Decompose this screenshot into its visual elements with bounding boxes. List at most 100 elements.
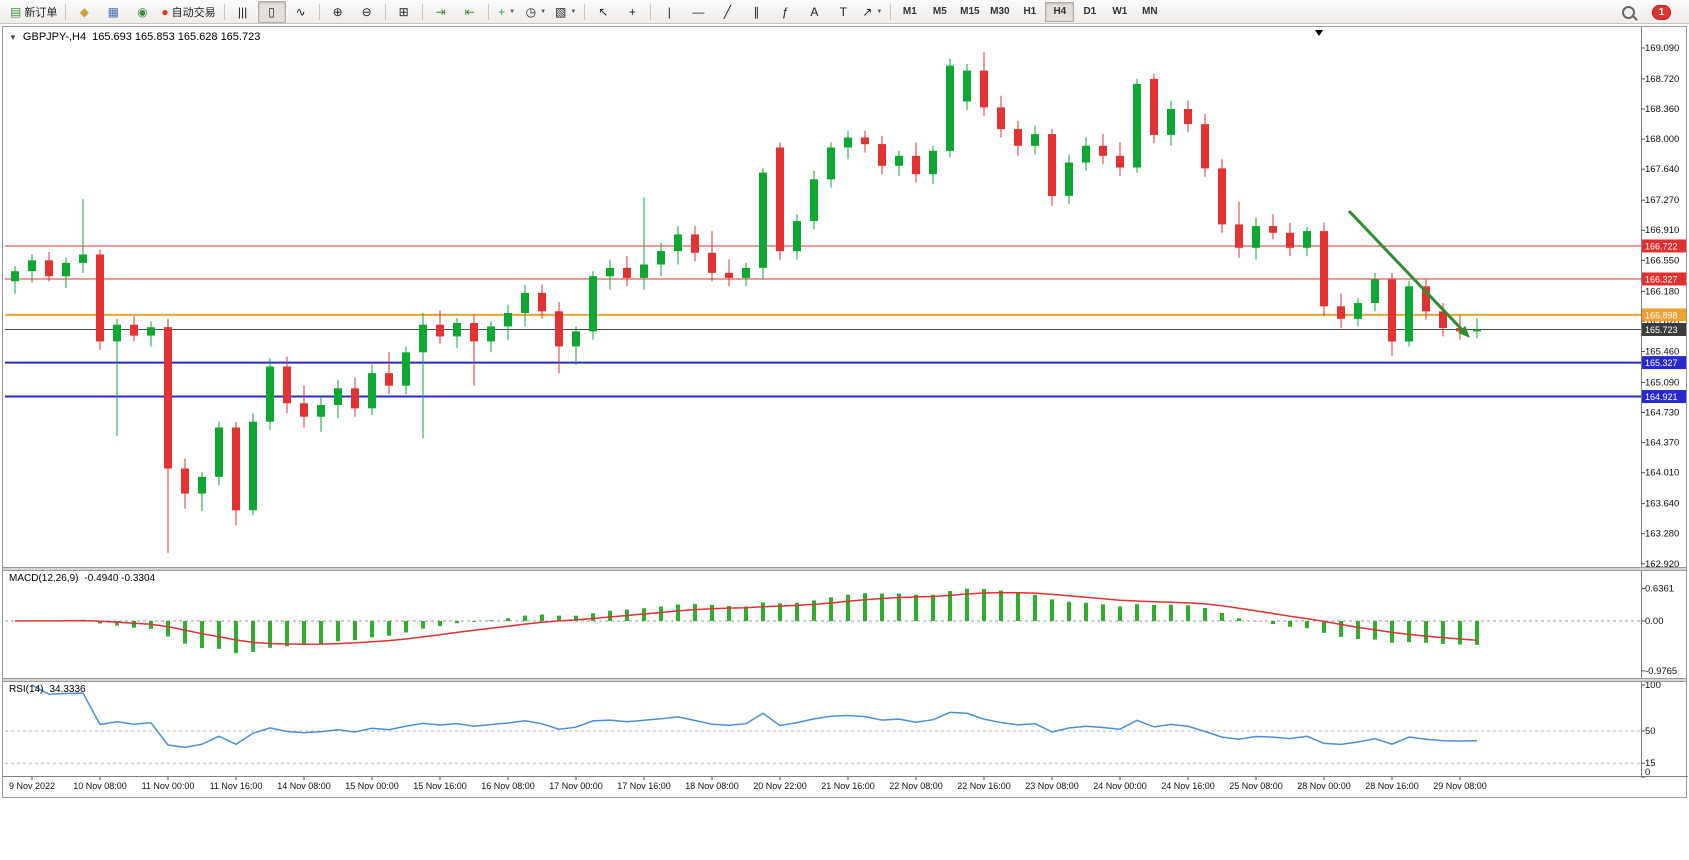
toolbar-separator: [650, 3, 652, 20]
bar-chart-icon: |||: [237, 4, 248, 19]
market-watch-button[interactable]: ▦: [99, 1, 127, 23]
price-tag: [1642, 322, 1686, 336]
macd-signal-line: [14, 591, 1478, 645]
rsi-axis-label: 50: [1645, 726, 1656, 737]
indicators-icon: +: [498, 4, 506, 19]
zoom-out-button[interactable]: ⊖: [353, 1, 381, 23]
channel-button[interactable]: ∥: [742, 1, 770, 23]
chart-shift-marker[interactable]: [1315, 30, 1323, 36]
timeframe-m1-label: M1: [902, 6, 917, 17]
date-axis-label: 9 Nov 2022: [9, 781, 55, 791]
arrows-icon: ↗: [862, 4, 873, 19]
notification-badge[interactable]: 1: [1652, 4, 1671, 20]
macd-values: -0.4940 -0.3304: [84, 573, 156, 584]
price-tag-value: 166.327: [1645, 274, 1678, 284]
toolbar-separator: [890, 3, 892, 20]
price-axis-label: 168.000: [1645, 134, 1679, 145]
text-icon: A: [810, 4, 819, 19]
vertical-line-icon: |: [667, 4, 671, 19]
rsi-panel-splitter[interactable]: [3, 678, 1686, 682]
trend-arrow-object[interactable]: [1347, 209, 1463, 331]
line-chart-button[interactable]: ∿: [287, 1, 315, 23]
rsi-axis-label: 0: [1645, 767, 1650, 778]
time-axis[interactable]: [3, 776, 1686, 797]
chart-ohlc-values: 165.693 165.853 165.628 165.723: [92, 31, 261, 43]
timeframe-m1[interactable]: M1: [895, 2, 924, 22]
candles: [11, 52, 1481, 553]
channel-icon: ∥: [753, 4, 760, 19]
timeframe-h1[interactable]: H1: [1015, 2, 1044, 22]
rsi-title: RSI(14): [9, 684, 44, 695]
chart-canvas[interactable]: 169.090 168.720 168.360 168.000 167.640 167.2…: [3, 27, 1688, 799]
timeframe-m30-label: M30: [990, 6, 1010, 17]
date-axis-label: 17 Nov 00:00: [549, 781, 603, 791]
horizontal-line-button[interactable]: —: [684, 1, 712, 23]
timeframe-m15-label: M15: [960, 6, 980, 17]
chart-shift-button[interactable]: ⇤: [456, 1, 484, 23]
horizontal-line-icon: —: [692, 4, 705, 19]
text-button[interactable]: A: [800, 1, 828, 23]
indicators-button[interactable]: + ▼: [493, 1, 521, 23]
navigator-button[interactable]: ◉: [128, 1, 156, 23]
timeframe-w1[interactable]: W1: [1105, 2, 1134, 22]
timeframe-h4[interactable]: H4: [1045, 1, 1075, 22]
search-button[interactable]: [1614, 1, 1642, 23]
price-tag-value: 166.722: [1645, 241, 1678, 251]
macd-title: MACD(12,26,9): [9, 573, 79, 584]
crosshair-button[interactable]: +: [618, 1, 646, 23]
zoom-in-button[interactable]: ⊕: [324, 1, 352, 23]
trendline-button[interactable]: ╱: [713, 1, 741, 23]
macd-axis-label: 0.00: [1645, 616, 1664, 627]
toolbar-separator: [421, 3, 423, 20]
fibonacci-icon: ƒ: [781, 4, 789, 19]
main-toolbar: ▤ 新订单 ◆ ▦ ◉ ● 自动交易 ||| ▯ ∿ ⊕ ⊖ ⊞ ⇥ ⇤ + ▼ ◷ ▼ ▧ ▼ ↖ + | — ╱ ∥ ƒ A T ↗ ▼ M…: [0, 0, 1689, 24]
price-axis-label: 166.910: [1645, 225, 1679, 236]
date-axis-label: 22 Nov 16:00: [957, 781, 1011, 791]
price-tag: [1642, 390, 1686, 404]
auto-scroll-icon: ⇥: [435, 4, 446, 19]
price-tag: [1642, 308, 1686, 322]
candlestick-chart-button[interactable]: ▯: [257, 0, 286, 23]
arrows-button[interactable]: ↗ ▼: [858, 1, 886, 23]
price-axis-label: 162.920: [1645, 559, 1679, 570]
price-axis-label: 165.460: [1645, 346, 1679, 357]
toolbar-separator: [487, 3, 489, 20]
timeframe-m5[interactable]: M5: [925, 2, 954, 22]
trendline-icon: ╱: [723, 4, 731, 19]
price-tag: [1642, 356, 1686, 370]
templates-button[interactable]: ▧ ▼: [551, 1, 580, 23]
timeframe-d1-label: D1: [1083, 6, 1097, 17]
tile-windows-button[interactable]: ⊞: [390, 1, 418, 23]
timeframe-mn[interactable]: MN: [1135, 2, 1164, 22]
timeframe-m15[interactable]: M15: [955, 2, 984, 22]
rsi-axis-label: 100: [1645, 680, 1661, 691]
price-tag: [1642, 272, 1686, 286]
date-axis-label: 21 Nov 16:00: [821, 781, 875, 791]
auto-trading-button[interactable]: ● 自动交易: [157, 1, 219, 23]
periods-button[interactable]: ◷ ▼: [522, 1, 550, 23]
line-chart-icon: ∿: [295, 4, 306, 19]
toolbar-separator: [223, 3, 225, 20]
price-axis-label: 165.090: [1645, 377, 1679, 388]
price-axis-label: 166.180: [1645, 286, 1679, 297]
date-axis-label: 17 Nov 16:00: [617, 781, 671, 791]
timeframe-d1[interactable]: D1: [1075, 2, 1104, 22]
date-axis-label: 14 Nov 08:00: [277, 781, 331, 791]
cursor-button[interactable]: ↖: [589, 1, 617, 23]
profiles-button[interactable]: ◆: [70, 1, 98, 23]
date-axis-label: 16 Nov 08:00: [481, 781, 535, 791]
vertical-line-button[interactable]: |: [655, 1, 683, 23]
new-order-button[interactable]: ▤ 新订单: [6, 1, 61, 23]
price-axis[interactable]: [1640, 27, 1686, 776]
auto-scroll-button[interactable]: ⇥: [427, 1, 455, 23]
date-axis-label: 11 Nov 16:00: [210, 781, 263, 791]
text-label-button[interactable]: T: [829, 1, 857, 23]
timeframe-m30[interactable]: M30: [985, 2, 1014, 22]
macd-panel-splitter[interactable]: [3, 567, 1686, 571]
fibonacci-button[interactable]: ƒ: [771, 1, 799, 23]
bar-chart-button[interactable]: |||: [229, 1, 257, 23]
timeframe-m5-label: M5: [932, 6, 947, 17]
one-click-trading-toggle[interactable]: ▼: [9, 32, 17, 42]
chevron-down-icon: ▼: [570, 8, 577, 15]
date-axis-label: 24 Nov 16:00: [1161, 781, 1215, 791]
